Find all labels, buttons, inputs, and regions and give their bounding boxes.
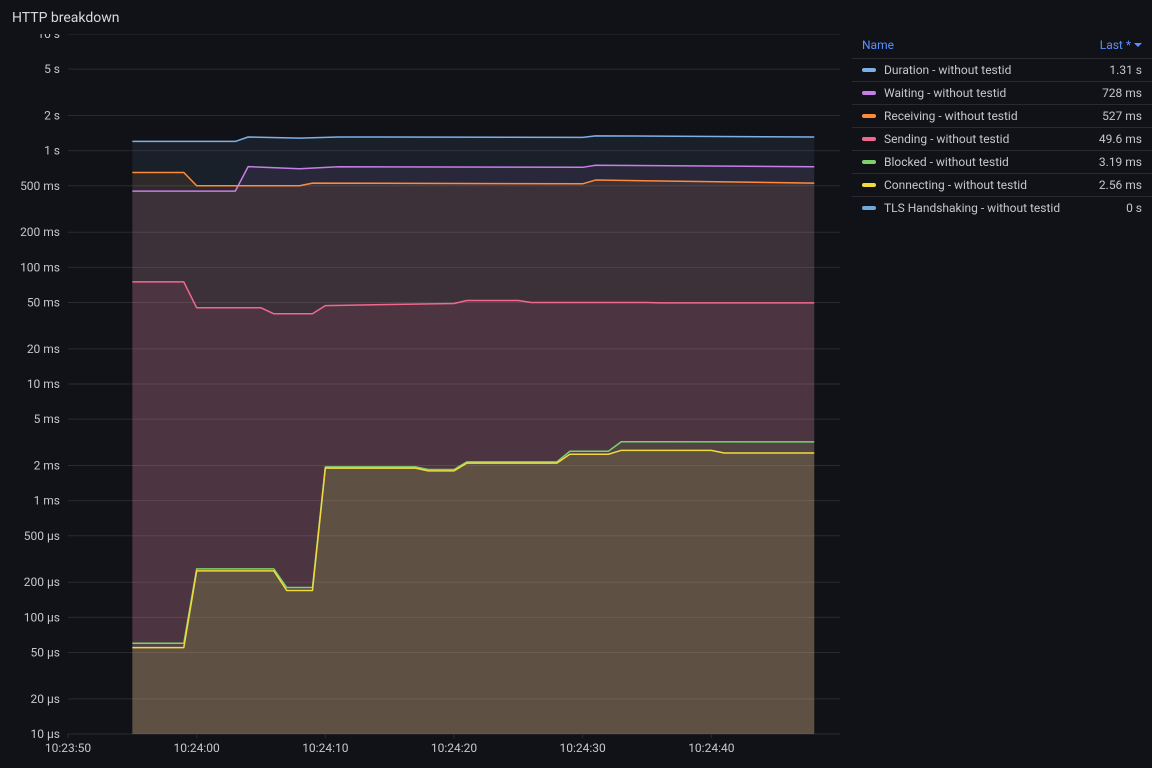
svg-text:10:24:10: 10:24:10 [302, 741, 349, 755]
legend-label: Receiving - without testid [884, 109, 1018, 123]
legend-label: Connecting - without testid [884, 178, 1027, 192]
legend-swatch [862, 206, 876, 210]
legend-value: 1.31 s [1109, 63, 1142, 77]
svg-text:10 µs: 10 µs [31, 727, 60, 741]
legend-swatch [862, 91, 876, 95]
svg-text:5 ms: 5 ms [34, 412, 60, 426]
legend-value: 2.56 ms [1099, 178, 1142, 192]
svg-text:10:24:20: 10:24:20 [431, 741, 478, 755]
legend-label: Duration - without testid [884, 63, 1011, 77]
svg-text:10:23:50: 10:23:50 [45, 741, 92, 755]
svg-text:100 µs: 100 µs [24, 610, 60, 624]
legend-header-name[interactable]: Name [862, 38, 894, 52]
legend-row[interactable]: Duration - without testid 1.31 s [852, 58, 1152, 81]
legend-header-last[interactable]: Last * [1100, 38, 1142, 52]
http-breakdown-panel: HTTP breakdown 10 s 5 s 2 s 1 s 500 ms 200 ms… [0, 0, 1152, 768]
svg-text:20 ms: 20 ms [27, 342, 60, 356]
svg-text:5 s: 5 s [44, 62, 60, 76]
legend-label: Waiting - without testid [884, 86, 1006, 100]
legend-row[interactable]: Receiving - without testid 527 ms [852, 104, 1152, 127]
svg-text:500 ms: 500 ms [20, 179, 60, 193]
legend-row[interactable]: Waiting - without testid 728 ms [852, 81, 1152, 104]
svg-text:200 ms: 200 ms [20, 225, 60, 239]
svg-text:10:24:30: 10:24:30 [560, 741, 607, 755]
svg-text:2 ms: 2 ms [34, 459, 60, 473]
legend-label: TLS Handshaking - without testid [884, 201, 1060, 215]
svg-text:50 µs: 50 µs [31, 645, 60, 659]
legend-value: 728 ms [1102, 86, 1142, 100]
legend-row[interactable]: TLS Handshaking - without testid 0 s [852, 196, 1152, 219]
legend-value: 3.19 ms [1099, 155, 1142, 169]
legend-row[interactable]: Sending - without testid 49.6 ms [852, 127, 1152, 150]
legend-value: 49.6 ms [1099, 132, 1142, 146]
legend: Name Last * Duration - without testid 1.3… [852, 34, 1152, 219]
svg-text:500 µs: 500 µs [24, 529, 60, 543]
legend-row[interactable]: Blocked - without testid 3.19 ms [852, 150, 1152, 173]
legend-label: Sending - without testid [884, 132, 1009, 146]
legend-value: 527 ms [1102, 109, 1142, 123]
svg-text:10:24:40: 10:24:40 [688, 741, 735, 755]
legend-swatch [862, 68, 876, 72]
legend-swatch [862, 137, 876, 141]
legend-header: Name Last * [852, 34, 1152, 58]
svg-text:50 ms: 50 ms [27, 295, 60, 309]
svg-text:2 s: 2 s [44, 109, 60, 123]
legend-swatch [862, 183, 876, 187]
legend-value: 0 s [1126, 201, 1142, 215]
svg-text:20 µs: 20 µs [31, 692, 60, 706]
legend-swatch [862, 160, 876, 164]
legend-row[interactable]: Connecting - without testid 2.56 ms [852, 173, 1152, 196]
svg-text:200 µs: 200 µs [24, 575, 60, 589]
panel-title: HTTP breakdown [12, 10, 120, 26]
svg-text:1 ms: 1 ms [34, 494, 60, 508]
legend-label: Blocked - without testid [884, 155, 1009, 169]
svg-text:10 ms: 10 ms [27, 377, 60, 391]
timeseries-chart[interactable]: 10 s 5 s 2 s 1 s 500 ms 200 ms 100 ms 50 ms 20 m… [0, 34, 840, 758]
legend-swatch [862, 114, 876, 118]
svg-text:1 s: 1 s [44, 144, 60, 158]
chevron-down-icon [1134, 43, 1142, 47]
svg-text:10:24:00: 10:24:00 [174, 741, 221, 755]
svg-text:100 ms: 100 ms [20, 260, 60, 274]
svg-text:10 s: 10 s [37, 34, 60, 41]
